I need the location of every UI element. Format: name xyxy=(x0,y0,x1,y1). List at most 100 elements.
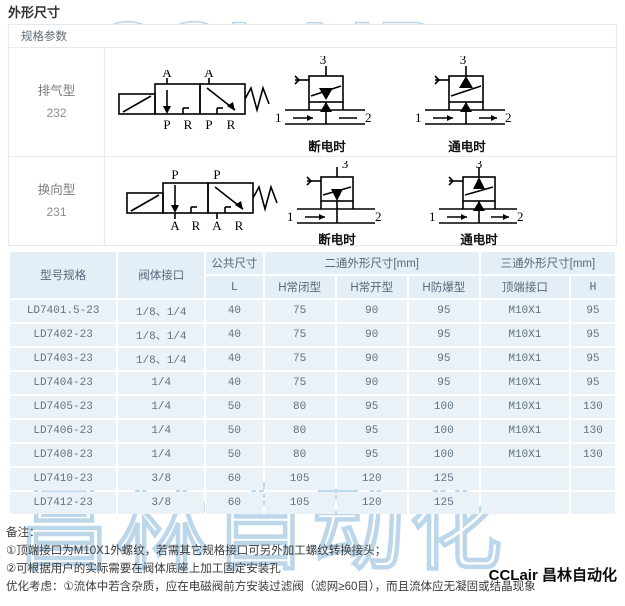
cell-h-ex: 125 xyxy=(408,492,479,514)
cell-port: 1/4 xyxy=(118,444,205,466)
cell-top-port: M10X1 xyxy=(480,300,569,322)
caption-energized-exhaust: 通电时 xyxy=(448,140,486,154)
cell-model: LD7401.5-23 xyxy=(10,300,117,322)
port-label-1: 1 xyxy=(429,209,436,224)
cell-port: 1/4 xyxy=(118,372,205,394)
cell-L: 40 xyxy=(206,348,263,370)
port-label-2: 2 xyxy=(505,110,512,125)
port-label-P1: P xyxy=(163,117,170,132)
cell-L: 50 xyxy=(206,444,263,466)
notes-block: 备注： ①顶端接口为M10X1外螺纹，若需其它规格接口可另外加工螺纹转换接头； … xyxy=(6,524,618,596)
cell-h-open: 120 xyxy=(336,492,407,514)
port-label-P2: P xyxy=(205,117,212,132)
cell-h-open: 95 xyxy=(336,444,407,466)
cell-H: 130 xyxy=(570,420,615,442)
cell-h-open: 90 xyxy=(336,372,407,394)
cell-port: 1/8、1/4 xyxy=(118,348,205,370)
cell-top-port: M10X1 xyxy=(480,348,569,370)
cell-model: LD7405-23 xyxy=(10,396,117,418)
specification-table: 型号规格 阀体接口 公共尺寸 二通外形尺寸[mm] 三通外形尺寸[mm] L H… xyxy=(8,250,617,516)
port-label-A1: A xyxy=(170,218,180,231)
cell-h-closed: 75 xyxy=(264,348,335,370)
symbol-row-directional: 换向型 231 xyxy=(8,156,617,247)
page-title: 外形尺寸 xyxy=(8,5,61,20)
symbol-row-label-directional: 换向型 231 xyxy=(8,156,105,246)
cell-h-ex: 95 xyxy=(408,300,479,322)
port-label-1: 1 xyxy=(415,110,422,125)
col-group-two-way: 二通外形尺寸[mm] xyxy=(264,252,479,274)
caption-energized-directional: 通电时 xyxy=(460,233,498,247)
cell-H: 95 xyxy=(570,372,615,394)
cell-model: LD7408-23 xyxy=(10,444,117,466)
cell-L: 60 xyxy=(206,468,263,490)
port-label-P1: P xyxy=(171,169,178,182)
caption-deenergized-directional: 断电时 xyxy=(318,233,356,247)
table-row: LD7406-23 1/4 50 80 95 100 M10X1 130 xyxy=(10,420,615,442)
valve-state-energized-directional-icon: 3 1 2 xyxy=(429,161,524,224)
spec-header-row-1: 型号规格 阀体接口 公共尺寸 二通外形尺寸[mm] 三通外形尺寸[mm] xyxy=(10,252,615,298)
port-label-R2: R xyxy=(235,218,244,231)
col-group-common: 公共尺寸 xyxy=(206,252,263,274)
cell-h-closed: 80 xyxy=(264,444,335,466)
port-label-2: 2 xyxy=(365,110,372,125)
cell-model: LD7410-23 xyxy=(10,468,117,490)
table-row: LD7408-23 1/4 50 80 95 100 M10X1 130 xyxy=(10,444,615,466)
valve-schematic-exhaust-icon: A A P R P R xyxy=(118,70,270,132)
cell-h-ex: 95 xyxy=(408,324,479,346)
cell-h-ex: 100 xyxy=(408,444,479,466)
port-label-3: 3 xyxy=(476,161,483,171)
cell-port: 1/4 xyxy=(118,420,205,442)
port-label-3: 3 xyxy=(342,161,349,171)
port-label-R1: R xyxy=(192,218,201,231)
cell-model: LD7412-23 xyxy=(10,492,117,514)
col-header-valve-port: 阀体接口 xyxy=(118,252,205,298)
cell-h-open: 90 xyxy=(336,324,407,346)
port-label-R2: R xyxy=(227,117,236,132)
note-line-3: 优化考虑：①流体中若含杂质，应在电磁阀前方安装过滤阀（滤网≥60目），而且流体应… xyxy=(6,581,536,593)
cell-h-closed: 75 xyxy=(264,300,335,322)
col-header-H: H xyxy=(570,276,615,298)
cell-h-closed: 80 xyxy=(264,396,335,418)
symbol-row-label-exhaust: 排气型 232 xyxy=(8,47,105,157)
port-label-3: 3 xyxy=(320,56,327,67)
spec-table-body: LD7401.5-23 1/8、1/4 40 75 90 95 M10X1 95… xyxy=(10,300,615,514)
cell-H xyxy=(570,468,615,490)
cell-h-open: 95 xyxy=(336,396,407,418)
col-header-h-closed: H常闭型 xyxy=(264,276,335,298)
cell-h-ex: 100 xyxy=(408,396,479,418)
cell-H: 95 xyxy=(570,324,615,346)
cell-port: 1/8、1/4 xyxy=(118,300,205,322)
symbol-type-code: 232 xyxy=(46,106,67,120)
brand-logo: CCLair 昌林自动化 xyxy=(489,564,617,585)
cell-H: 95 xyxy=(570,348,615,370)
brand-latin: CCLair xyxy=(488,567,538,584)
port-label-A2: A xyxy=(212,218,222,231)
note-line-1: ①顶端接口为M10X1外螺纹，若需其它规格接口可另外加工螺纹转换接头； xyxy=(6,545,387,557)
cell-H xyxy=(570,492,615,514)
cell-H: 95 xyxy=(570,300,615,322)
col-header-L: L xyxy=(206,276,263,298)
cell-h-closed: 75 xyxy=(264,324,335,346)
symbol-type-code: 231 xyxy=(46,205,67,219)
cell-h-open: 95 xyxy=(336,420,407,442)
symbol-type-name: 排气型 xyxy=(37,84,76,98)
symbol-table-header: 规格参数 xyxy=(8,24,617,48)
col-group-three-way: 三通外形尺寸[mm] xyxy=(480,252,615,274)
cell-L: 50 xyxy=(206,396,263,418)
note-line-2: ②可根据用户的实际需要在阀体底座上加工固定安装孔 xyxy=(6,563,281,575)
port-label-2: 2 xyxy=(517,209,524,224)
cell-h-closed: 105 xyxy=(264,492,335,514)
cell-H: 130 xyxy=(570,396,615,418)
brand-chinese: 昌林自动化 xyxy=(541,567,617,584)
table-row: LD7404-23 1/4 40 75 90 95 M10X1 95 xyxy=(10,372,615,394)
table-row: LD7401.5-23 1/8、1/4 40 75 90 95 M10X1 95 xyxy=(10,300,615,322)
port-label-1: 1 xyxy=(275,110,282,125)
table-row: LD7412-23 3/8 60 105 120 125 xyxy=(10,492,615,514)
cell-model: LD7403-23 xyxy=(10,348,117,370)
cell-h-ex: 125 xyxy=(408,468,479,490)
cell-h-ex: 100 xyxy=(408,420,479,442)
cell-top-port: M10X1 xyxy=(480,420,569,442)
table-row: LD7405-23 1/4 50 80 95 100 M10X1 130 xyxy=(10,396,615,418)
cell-top-port xyxy=(480,468,569,490)
table-row: LD7402-23 1/8、1/4 40 75 90 95 M10X1 95 xyxy=(10,324,615,346)
